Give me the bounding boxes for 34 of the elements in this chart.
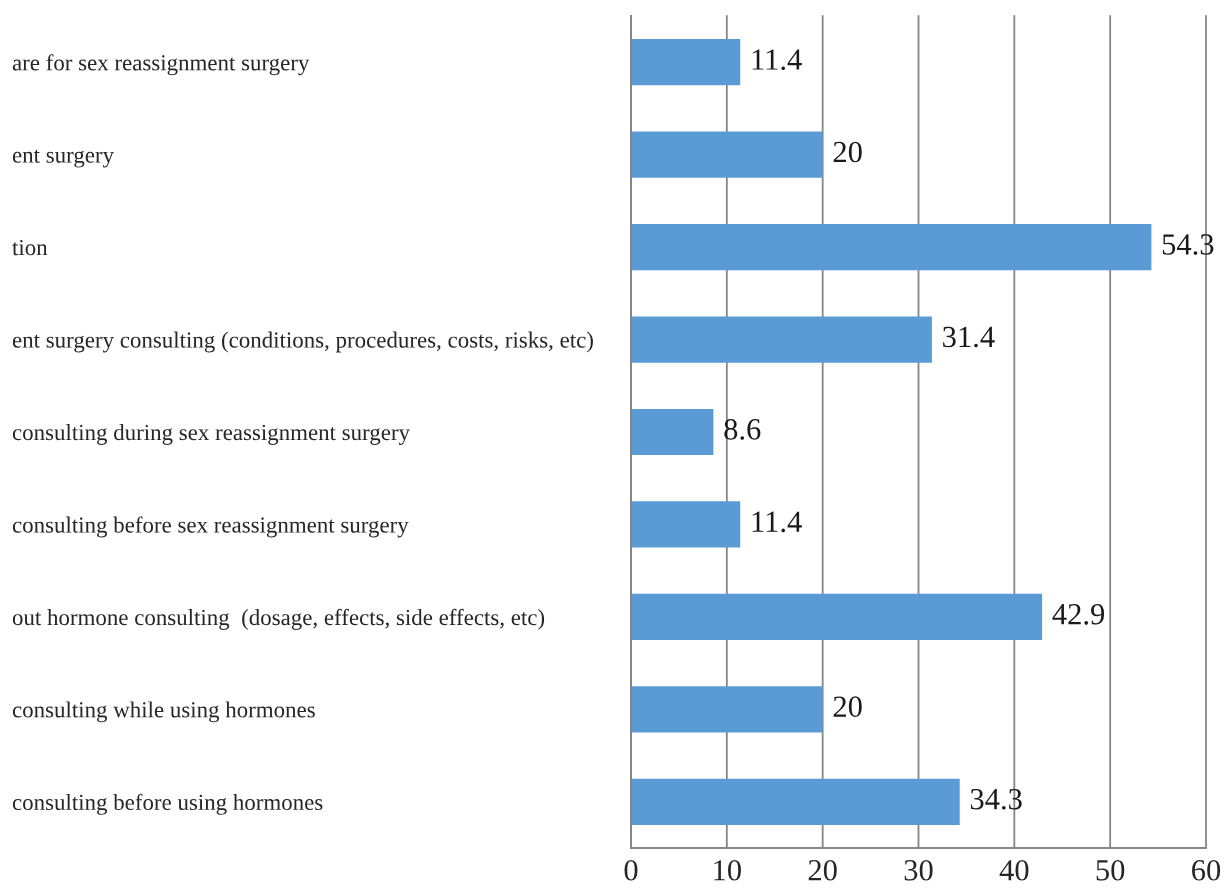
bar bbox=[631, 593, 1043, 640]
x-tick-label: 0 bbox=[624, 859, 638, 881]
y-tick-label: consulting while using hormones bbox=[12, 701, 315, 723]
x-tick-label: 50 bbox=[1096, 859, 1125, 881]
y-tick-label: consulting before using hormones bbox=[12, 793, 323, 815]
x-tick-label: 20 bbox=[808, 859, 837, 881]
y-tick-label: tion bbox=[12, 239, 48, 256]
y-tick-label: out hormone consulting (dosage, effects, side effects, etc) bbox=[12, 608, 545, 630]
y-tick-label: ent surgery consulting (conditions, procedures, costs, risks, etc) bbox=[12, 331, 593, 353]
data-label: 8.6 bbox=[724, 419, 761, 440]
bar bbox=[631, 686, 823, 733]
data-label: 11.4 bbox=[752, 49, 802, 70]
bar bbox=[631, 131, 823, 178]
y-tick-label: ent surgery bbox=[12, 149, 114, 168]
data-label: 34.3 bbox=[970, 788, 1022, 810]
bar bbox=[631, 778, 960, 825]
y-tick-label: consulting before sex reassignment surgery bbox=[12, 516, 409, 538]
bar bbox=[631, 39, 741, 86]
x-tick-label: 60 bbox=[1192, 859, 1221, 881]
data-label: 31.4 bbox=[943, 326, 995, 348]
x-tick-label: 10 bbox=[714, 859, 741, 881]
bar bbox=[631, 408, 714, 456]
data-label: 11.4 bbox=[752, 511, 802, 533]
y-tick-label: are for sex reassignment surgery bbox=[12, 54, 310, 76]
data-label: 20 bbox=[833, 141, 862, 163]
x-tick-label: 30 bbox=[904, 859, 933, 881]
bar bbox=[631, 224, 1152, 271]
data-label: 54.3 bbox=[1162, 234, 1214, 255]
data-label: 20 bbox=[833, 696, 862, 717]
bar bbox=[631, 316, 932, 363]
x-tick-label: 40 bbox=[999, 859, 1029, 881]
bar bbox=[631, 501, 741, 548]
y-tick-label: consulting during sex reassignment surgery bbox=[12, 424, 410, 445]
data-label: 42.9 bbox=[1052, 604, 1105, 625]
